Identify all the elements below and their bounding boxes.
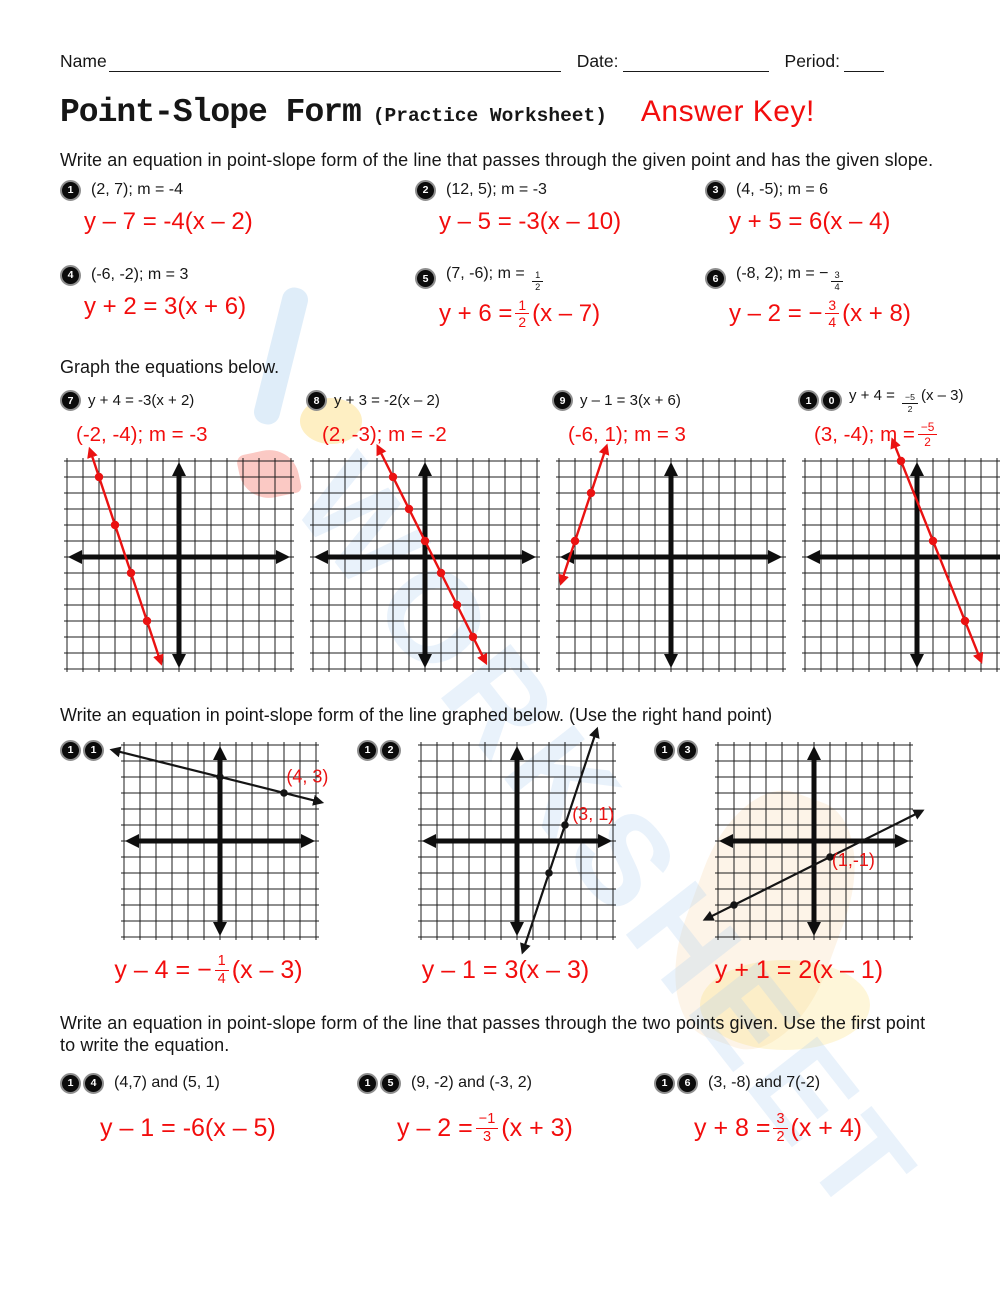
problem-given: (-6, -2); m = 3 <box>91 266 189 283</box>
problem-equation: y + 4 = −5 2 (x – 3) <box>849 387 964 415</box>
problems-row-7-10: 7 y + 4 = -3(x + 2) (-2, -4); m = -3 8 y +… <box>60 384 1000 681</box>
date-blank-line <box>622 50 769 72</box>
graph-10 <box>802 437 1000 672</box>
problem-number: 5 <box>415 268 436 290</box>
svg-text:(1,-1): (1,-1) <box>832 850 875 870</box>
graph-9 <box>556 443 786 672</box>
problem-number: 2 <box>415 179 436 201</box>
page-subtitle: (Practice Worksheet) <box>372 105 607 127</box>
problem-6: 6 (-8, 2); m = −3 4 y – 2 = −3 4 (x + 8) <box>705 265 944 333</box>
answer-point-slope: (3, -4); m = −5 2 <box>814 418 1000 452</box>
problem-16: 1 6 (3, -8) and 7(-2) y + 8 = 3 2 (x + 4) <box>654 1072 944 1152</box>
period-label: Period: <box>784 51 840 71</box>
problem-8: 8 y + 3 = -2(x – 2) (2, -3); m = -2 <box>306 384 544 681</box>
graph-13: (1,-1) <box>702 741 925 940</box>
svg-text:(4, 3): (4, 3) <box>286 767 328 787</box>
problems-row-4-6: 4 (-6, -2); m = 3 y + 2 = 3(x + 6) 5 (7, -… <box>60 264 944 333</box>
answer-equation: y + 1 = 2(x – 1) <box>714 956 884 985</box>
section4-instructions: Write an equation in point-slope form of… <box>60 1012 926 1056</box>
problem-14: 1 4 (4,7) and (5, 1) y – 1 = -6(x – 5) <box>60 1072 357 1152</box>
answer-equation: y + 2 = 3(x + 6) <box>84 292 247 320</box>
answer-point-slope: (-6, 1); m = 3 <box>568 422 686 446</box>
problems-row-14-16: 1 4 (4,7) and (5, 1) y – 1 = -6(x – 5) 1 5 (… <box>60 1072 944 1152</box>
answer-equation: y + 5 = 6(x – 4) <box>729 207 891 235</box>
problem-4: 4 (-6, -2); m = 3 y + 2 = 3(x + 6) <box>60 264 415 333</box>
problem-given: (-8, 2); m = −3 4 <box>736 265 846 293</box>
problem-9: 9 y – 1 = 3(x + 6) (-6, 1); m = 3 <box>552 384 790 681</box>
graph-12: (3, 1) <box>418 726 616 955</box>
problem-given: (4, -5); m = 6 <box>736 181 829 198</box>
answer-equation: y – 4 = −1 4 (x – 3) <box>114 953 303 988</box>
svg-text:(3, 1): (3, 1) <box>572 804 614 824</box>
answer-key-label: Answer Key! <box>640 95 815 128</box>
problem-2: 2 (12, 5); m = -3 y – 5 = -3(x – 10) <box>415 179 705 241</box>
answer-equation: y – 7 = -4(x – 2) <box>84 207 253 235</box>
problem-3: 3 (4, -5); m = 6 y + 5 = 6(x – 4) <box>705 179 944 241</box>
problem-7: 7 y + 4 = -3(x + 2) (-2, -4); m = -3 <box>60 384 298 681</box>
graph-8 <box>310 444 540 672</box>
problem-equation: y – 1 = 3(x + 6) <box>580 392 681 410</box>
problems-row-1-3: 1 (2, 7); m = -4 y – 7 = -4(x – 2) 2 (12, … <box>60 179 944 241</box>
answers-row-11-13: y – 4 = −1 4 (x – 3) y – 1 = 3(x – 3) y + … <box>60 948 944 994</box>
name-blank-line <box>108 50 561 72</box>
section3-instructions: Write an equation in point-slope form of… <box>60 704 773 725</box>
answer-equation: y – 2 = −3 4 (x + 8) <box>729 296 911 331</box>
section1-instructions: Write an equation in point-slope form of… <box>60 150 934 170</box>
section2-instructions: Graph the equations below. <box>60 356 280 377</box>
answer-point-slope: (-2, -4); m = -3 <box>76 422 208 446</box>
date-label: Date: <box>576 51 619 71</box>
problem-given: (3, -8) and 7(-2) <box>708 1074 821 1092</box>
graph-7 <box>64 446 294 672</box>
problem-15: 1 5 (9, -2) and (-3, 2) y – 2 = −1 3 (x + 3) <box>357 1072 654 1152</box>
name-label: Name <box>60 51 107 71</box>
answer-equation: y + 8 = 3 2 (x + 4) <box>694 1111 863 1146</box>
problem-given: (9, -2) and (-3, 2) <box>411 1074 532 1092</box>
answer-equation: y – 1 = -6(x – 5) <box>100 1114 276 1143</box>
problem-number: 4 <box>60 264 81 286</box>
problem-number: 8 <box>306 390 327 412</box>
problem-number: 6 <box>705 268 726 290</box>
problem-given: (12, 5); m = -3 <box>446 181 547 198</box>
title-row: Point-Slope Form (Practice Worksheet) An… <box>60 94 944 131</box>
answer-equation: y – 1 = 3(x – 3) <box>421 956 590 985</box>
problem-1: 1 (2, 7); m = -4 y – 7 = -4(x – 2) <box>60 179 415 241</box>
page-title: Point-Slope Form <box>60 94 362 131</box>
period-blank-line <box>843 50 884 72</box>
problem-equation: y + 4 = -3(x + 2) <box>88 392 195 410</box>
graph-11: (4, 3) <box>109 741 328 940</box>
answer-point-slope: (2, -3); m = -2 <box>322 422 447 446</box>
problem-number: 1 <box>60 179 81 201</box>
problem-given: (4,7) and (5, 1) <box>114 1074 220 1092</box>
problem-number: 3 <box>705 179 726 201</box>
problem-number: 7 <box>60 390 81 412</box>
answer-equation: y – 5 = -3(x – 10) <box>439 207 622 235</box>
header-row: Name Date: Period: <box>60 50 944 72</box>
answer-equation: y – 2 = −1 3 (x + 3) <box>397 1111 573 1146</box>
problem-given: (2, 7); m = -4 <box>91 181 184 198</box>
problem-number: 9 <box>552 390 573 412</box>
answer-equation: y + 6 = 1 2 (x – 7) <box>439 296 601 331</box>
problem-equation: y + 3 = -2(x – 2) <box>334 392 440 410</box>
